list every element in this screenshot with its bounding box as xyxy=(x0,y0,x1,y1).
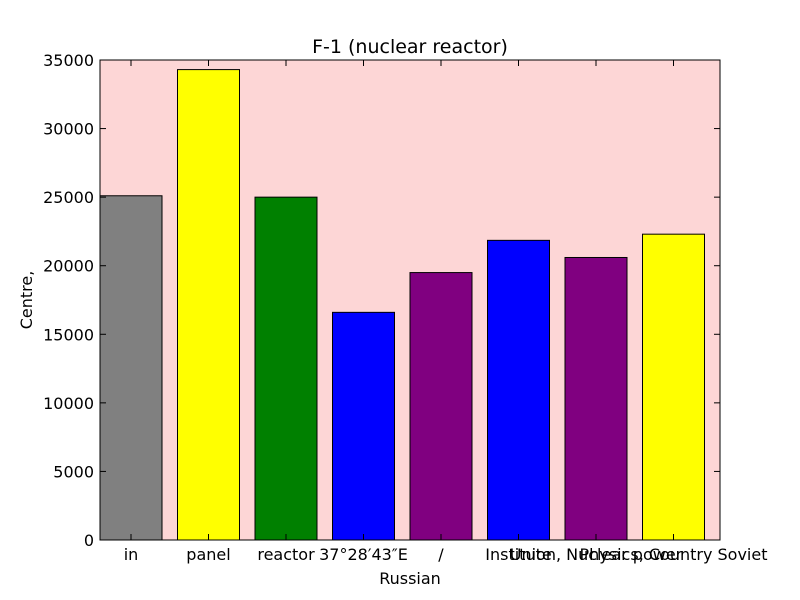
x-axis: in panel reactor 37°28′43″E / InstituteUnion,… xyxy=(124,60,768,564)
bars-group xyxy=(99,69,705,541)
x-tick-label: reactor xyxy=(257,545,315,564)
x-tick-label: in xyxy=(124,545,139,564)
x-axis-title: Russian xyxy=(379,569,441,588)
bar-5 xyxy=(487,239,550,541)
bar-6 xyxy=(564,256,628,541)
y-axis-title: Centre, xyxy=(17,271,36,330)
bar-3 xyxy=(332,311,395,541)
bar-7 xyxy=(642,233,705,541)
y-tick-label: 20000 xyxy=(43,257,94,276)
chart-title: F-1 (nuclear reactor) xyxy=(312,36,508,58)
y-tick-label: 35000 xyxy=(43,51,94,70)
x-tick-label: panel xyxy=(186,545,230,564)
bar-2 xyxy=(254,196,318,541)
y-tick-label: 5000 xyxy=(53,462,94,481)
x-tick-label: Union, Nuclear power xyxy=(510,545,683,564)
y-axis: 0 5000 10000 15000 20000 25000 30000 35000 xyxy=(43,51,720,550)
plot-frame xyxy=(99,59,721,541)
x-tick-label: 37°28′43″E xyxy=(319,545,408,564)
x-tick-label: Physics, Country Soviet xyxy=(580,545,768,564)
x-tick-label: Institute xyxy=(485,545,551,564)
x-tick-label: / xyxy=(438,545,444,564)
bar-0 xyxy=(99,195,163,541)
bar-1 xyxy=(177,69,240,541)
y-tick-label: 10000 xyxy=(43,394,94,413)
y-tick-label: 15000 xyxy=(43,325,94,344)
y-tick-label: 25000 xyxy=(43,188,94,207)
bar-4 xyxy=(409,272,473,541)
y-tick-label: 0 xyxy=(84,531,94,550)
y-tick-label: 30000 xyxy=(43,120,94,139)
